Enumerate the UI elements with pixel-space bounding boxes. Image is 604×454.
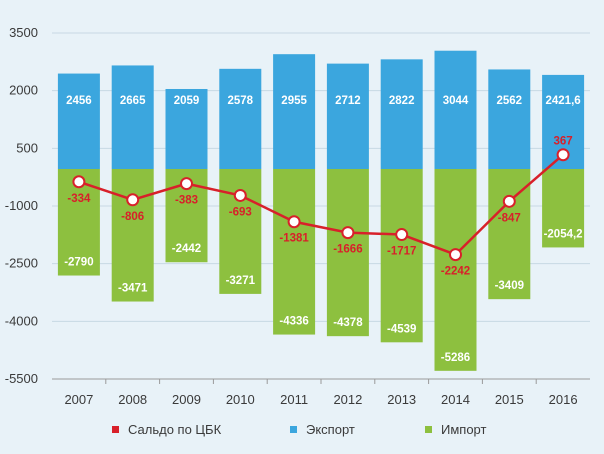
import-bar [273, 169, 316, 335]
export-data-label: 2822 [389, 95, 415, 107]
y-tick-label: -4000 [5, 313, 38, 328]
export-bar [380, 59, 423, 170]
balance-data-label: -2242 [441, 266, 470, 278]
legend-swatch [290, 426, 297, 433]
legend-label: Экспорт [306, 422, 355, 437]
x-tick-label: 2007 [64, 392, 93, 407]
import-data-label: -4378 [333, 317, 363, 329]
y-tick-label: -1000 [5, 198, 38, 213]
balance-data-label: -334 [67, 193, 91, 205]
balance-point [341, 226, 355, 240]
balance-data-label: 367 [554, 136, 573, 148]
x-axis: 2007 2008 2009 2010 2011 2012 2013 2014 2015 2016 [52, 378, 590, 407]
x-tick-label: 2016 [549, 392, 578, 407]
legend-label: Сальдо по ЦБК [128, 422, 222, 437]
export-data-label: 2712 [335, 95, 361, 107]
x-tick-label: 2011 [280, 392, 308, 407]
balance-point [449, 248, 462, 262]
legend-swatch [425, 426, 432, 433]
export-bar [111, 65, 154, 169]
legend: Сальдо по ЦБК Экспорт Импорт [112, 422, 486, 437]
y-tick-label: 500 [16, 140, 38, 155]
import-data-label: -3271 [226, 275, 256, 287]
export-data-label: 2562 [497, 95, 523, 107]
balance-point [233, 188, 247, 202]
import-bar [434, 169, 477, 371]
balance-line-group: -334 -806 -383 -693 -1381 -1666 -1717 -2242 -847… [67, 136, 572, 278]
balance-data-label: -383 [175, 195, 198, 207]
import-bar [326, 169, 369, 337]
balance-data-label: -693 [229, 206, 252, 218]
export-bar [434, 50, 477, 169]
balance-data-label: -806 [121, 211, 144, 223]
import-bar [542, 169, 585, 248]
export-bar [273, 54, 316, 170]
balance-data-label: -1381 [279, 233, 309, 245]
x-tick-label: 2014 [441, 392, 470, 407]
export-data-label: 2955 [281, 95, 307, 107]
y-tick-label: -5500 [5, 371, 38, 386]
balance-point [180, 177, 193, 191]
x-tick-label: 2013 [387, 392, 416, 407]
export-bar [57, 73, 100, 169]
balance-point [72, 175, 86, 189]
export-bars: 2456 2665 2059 2578 2955 2712 2822 3044 2562 2421… [57, 50, 585, 170]
balance-point [287, 215, 301, 229]
export-data-label: 3044 [443, 95, 469, 107]
export-bar [326, 63, 369, 169]
legend-swatch [112, 426, 119, 433]
x-tick-label: 2009 [172, 392, 201, 407]
balance-point [556, 148, 570, 162]
balance-point [502, 194, 516, 208]
y-tick-label: 3500 [9, 25, 38, 40]
import-data-label: -4539 [387, 323, 416, 335]
balance-line [78, 153, 564, 256]
import-data-label: -3409 [495, 280, 524, 292]
y-tick-label: -2500 [5, 256, 38, 271]
import-data-label: -3471 [118, 283, 148, 295]
import-data-label: -5286 [441, 352, 470, 364]
y-axis: 3500 2000 500 -1000 -2500 -4000 -5500 [5, 25, 38, 386]
import-data-label: -4336 [279, 316, 308, 328]
export-bar [219, 68, 262, 169]
export-bar [165, 88, 208, 169]
export-data-label: 2665 [120, 95, 146, 107]
import-data-label: -2790 [64, 257, 93, 269]
balance-data-label: -847 [498, 212, 521, 224]
legend-label: Импорт [441, 422, 486, 437]
balance-data-label: -1717 [387, 246, 416, 258]
import-bar [380, 169, 423, 343]
import-bars: -2790 -3471 -2442 -3271 -4336 -4378 -4539 -5286… [57, 169, 585, 371]
export-data-label: 2059 [174, 95, 200, 107]
x-tick-label: 2015 [495, 392, 524, 407]
import-data-label: -2442 [172, 243, 201, 255]
export-bar [488, 69, 531, 169]
balance-data-label: -1666 [333, 244, 362, 256]
export-data-label: 2578 [228, 95, 254, 107]
export-data-label: 2421,6 [546, 95, 581, 107]
y-tick-label: 2000 [9, 83, 38, 98]
x-tick-label: 2010 [226, 392, 255, 407]
balance-point [395, 228, 409, 242]
balance-point [126, 193, 140, 207]
import-data-label: -2054,2 [544, 228, 583, 240]
export-data-label: 2456 [66, 95, 92, 107]
import-bar [111, 169, 154, 302]
x-tick-label: 2008 [118, 392, 147, 407]
x-tick-label: 2012 [333, 392, 362, 407]
